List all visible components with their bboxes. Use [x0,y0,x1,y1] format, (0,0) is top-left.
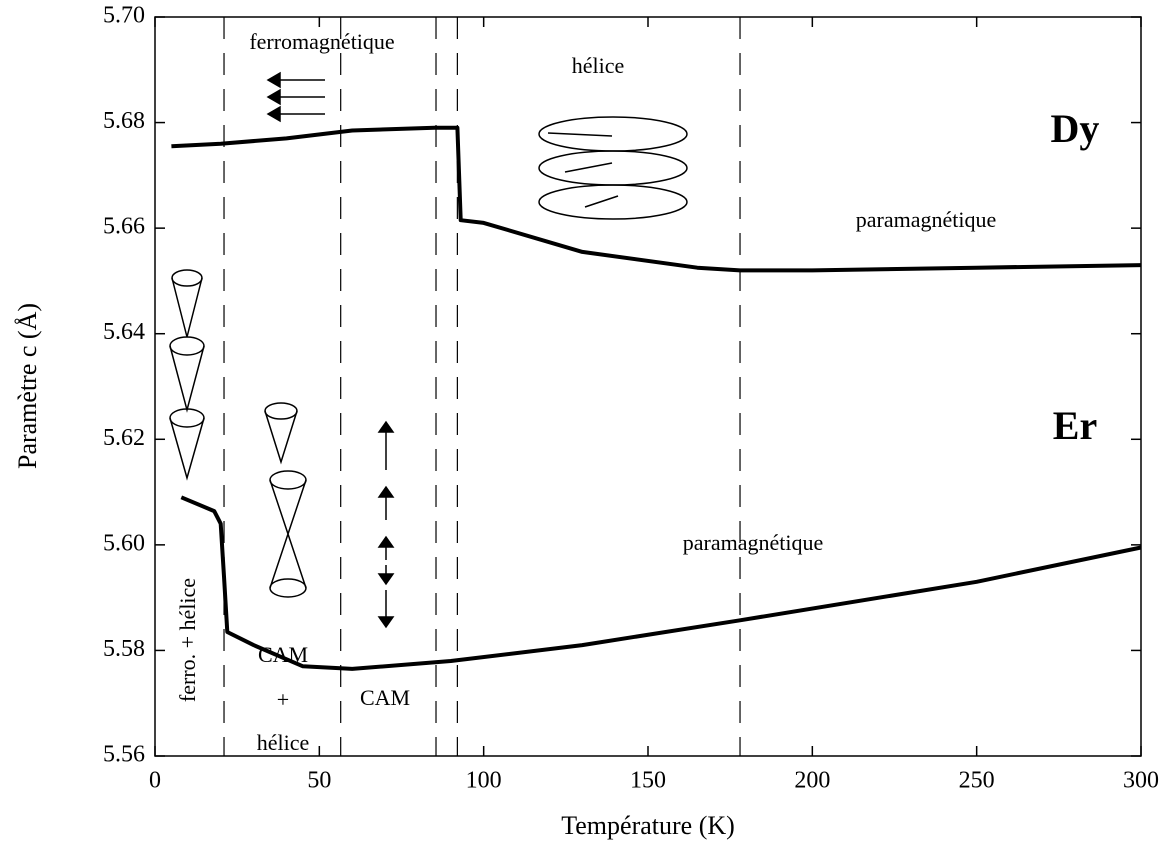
y-tick-label: 5.66 [103,214,145,240]
y-tick-label: 5.68 [103,108,145,134]
icons [169,71,688,629]
annotation: paramagnétique [683,530,824,555]
y-tick-label: 5.58 [103,636,145,662]
annotation: paramagnétique [856,207,997,232]
annotation: ferromagnétique [249,29,394,54]
x-tick-label: 50 [307,768,331,794]
x-tick-label: 200 [794,768,830,794]
series-line [171,125,1142,273]
annotation: ferro. + hélice [175,578,200,702]
series-line [180,495,1142,671]
series-label: Er [1053,403,1097,448]
annotation: CAM [360,685,410,710]
y-tick-label: 5.64 [103,319,145,345]
series-label: Dy [1051,106,1100,151]
x-axis-label: Température (K) [561,811,735,840]
y-tick-label: 5.56 [103,742,145,768]
x-tick-label: 150 [630,768,666,794]
x-tick-label: 0 [149,768,161,794]
annotation: hélice [257,730,310,755]
y-tick-label: 5.60 [103,530,145,556]
x-tick-label: 250 [959,768,995,794]
x-tick-label: 300 [1123,768,1159,794]
y-tick-label: 5.62 [103,425,145,451]
y-tick-label: 5.70 [103,3,145,29]
annotation: CAM [258,642,308,667]
y-axis-label: Paramètre c (Å) [13,303,42,469]
annotation: + [277,687,289,712]
annotation: hélice [572,53,625,78]
x-tick-label: 100 [466,768,502,794]
